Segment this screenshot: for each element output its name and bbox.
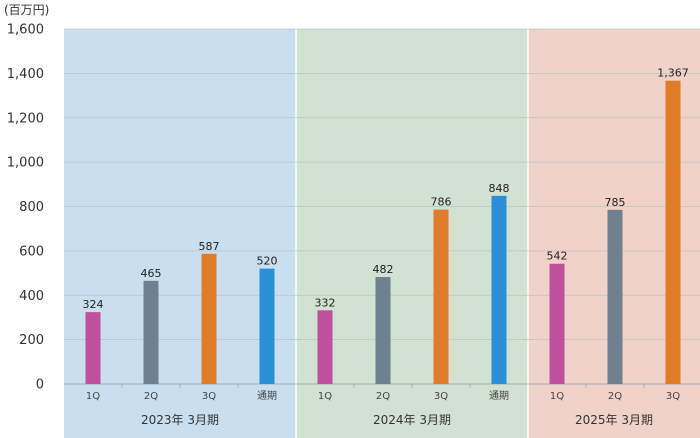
data-label: 482 (373, 263, 394, 276)
group-background-1 (64, 29, 296, 438)
y-tick-label: 600 (19, 244, 44, 259)
data-label: 324 (83, 298, 104, 311)
x-tick-label: 3Q (202, 391, 216, 402)
x-tick-label: 1Q (86, 391, 100, 402)
y-tick-label: 0 (36, 378, 44, 393)
data-labels: 324 465 587 520 332 482 786 848 542 785 1,367 (83, 67, 689, 311)
y-tick-label: 1,400 (7, 67, 44, 82)
bar (549, 263, 565, 384)
data-label: 520 (257, 255, 278, 268)
bar (491, 195, 507, 384)
bars (85, 80, 681, 385)
x-tick-label: 通期 (257, 390, 277, 402)
data-label: 542 (547, 250, 568, 263)
data-label: 848 (489, 182, 510, 195)
data-label: 465 (141, 267, 162, 280)
x-tick-label: 2Q (144, 391, 158, 402)
group-label: 2023年 3月期 (141, 413, 219, 427)
bar (143, 280, 159, 384)
bar (259, 268, 275, 384)
bar (85, 312, 101, 384)
data-label: 786 (431, 196, 452, 209)
y-tick-label: 200 (19, 333, 44, 348)
x-axis: 2023年 3月期 2024年 3月期 2025年 3月期 1Q 2Q 3Q 通期 1Q 2Q 3… (86, 390, 680, 427)
bar (433, 209, 449, 384)
y-tick-label: 1,000 (7, 156, 44, 171)
y-tick-label: 1,600 (7, 23, 44, 38)
x-tick-label: 2Q (608, 391, 622, 402)
y-tick-label: 800 (19, 200, 44, 215)
group-label: 2025年 3月期 (575, 413, 653, 427)
y-tick-label: 1,200 (7, 111, 44, 126)
x-tick-label: 1Q (550, 391, 564, 402)
data-label: 332 (315, 296, 336, 309)
x-tick-label: 通期 (489, 390, 509, 402)
data-label: 785 (605, 196, 626, 209)
bar (375, 277, 391, 384)
x-tick-label: 2Q (376, 391, 390, 402)
group-background-2 (296, 29, 528, 438)
x-tick-label: 3Q (434, 391, 448, 402)
x-tick-label: 1Q (318, 391, 332, 402)
bar (665, 80, 681, 385)
bar (317, 310, 333, 384)
data-label: 587 (199, 240, 220, 253)
group-label: 2024年 3月期 (373, 413, 451, 427)
x-tick-label: 3Q (666, 391, 680, 402)
bar (607, 209, 623, 384)
bar (201, 253, 217, 384)
data-label: 1,367 (657, 67, 689, 80)
unit-label: (百万円) (4, 3, 49, 17)
y-tick-label: 400 (19, 289, 44, 304)
y-axis: 0 200 400 600 800 1,000 1,200 1,400 1,600 (7, 23, 44, 393)
